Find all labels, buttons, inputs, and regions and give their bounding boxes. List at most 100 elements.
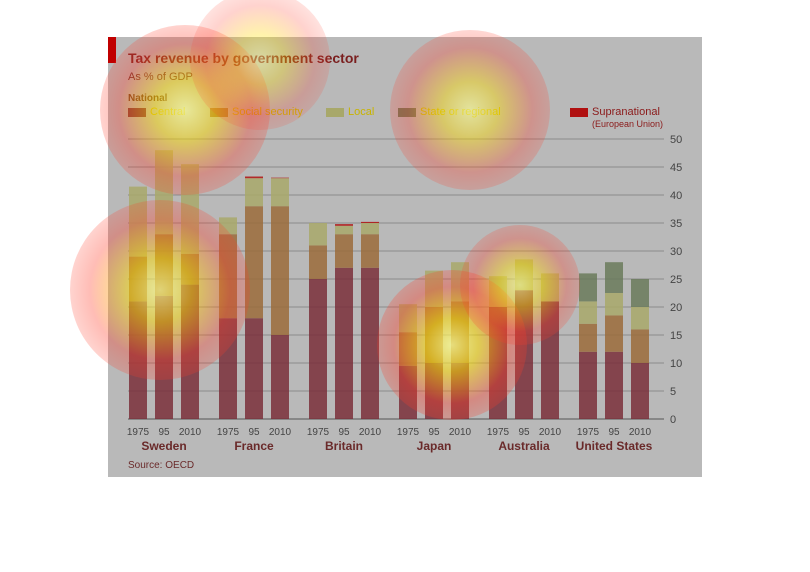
country-label: France (234, 439, 274, 453)
bar-segment-local (399, 304, 417, 333)
legend-label: Local (348, 106, 375, 118)
bar-segment-social-security (425, 307, 443, 363)
legend-swatch (326, 107, 344, 117)
x-tick-label: 95 (608, 427, 620, 438)
y-tick-label: 35 (670, 218, 682, 230)
chart-panel: Tax revenue by government sector As % of… (108, 37, 702, 477)
country-label: Sweden (141, 439, 186, 453)
legend-item-supranational: Supranational (570, 106, 660, 118)
bar-segment-social-security (309, 245, 327, 279)
bar-segment-central (631, 363, 649, 419)
legend-swatch (570, 107, 588, 117)
bar-segment-central (335, 267, 353, 419)
x-tick-label: 2010 (179, 427, 202, 438)
bar-segment-central (181, 284, 199, 419)
bar-segment-central (219, 318, 237, 419)
x-tick-label: 2010 (449, 427, 472, 438)
bar-segment-local (129, 186, 147, 257)
y-tick-label: 10 (670, 358, 682, 370)
bar-segment-local (245, 178, 263, 207)
bar-segment-local (579, 301, 597, 324)
bar-segment-social-security (181, 253, 199, 285)
y-tick-label: 40 (670, 190, 682, 202)
bar-segment-local (631, 307, 649, 330)
legend-label: Supranational (592, 106, 660, 118)
x-tick-label: 2010 (539, 427, 562, 438)
bar-segment-social-security (631, 329, 649, 363)
bar-segment-state-or-regional (631, 279, 649, 307)
bar-segment-supranational (245, 176, 263, 179)
bar-segment-central (579, 351, 597, 419)
y-tick-label: 0 (670, 414, 676, 426)
bar-segment-social-security (129, 256, 147, 302)
y-tick-label: 20 (670, 302, 682, 314)
bar-segment-local (181, 164, 199, 254)
bar-segment-social-security (451, 301, 469, 363)
bar-segment-local (155, 150, 173, 235)
bar-segment-local (335, 225, 353, 235)
bar-segment-local (271, 178, 289, 207)
bar-segment-state-or-regional (579, 273, 597, 302)
bar-segment-social-security (245, 206, 263, 319)
bar-segment-local (219, 217, 237, 235)
x-tick-label: 2010 (359, 427, 382, 438)
bar-segment-central (541, 301, 559, 419)
bar-segment-central (605, 351, 623, 419)
y-tick-label: 45 (670, 162, 682, 174)
source-note: Source: OECD (128, 460, 195, 471)
bar-segment-social-security (271, 206, 289, 335)
bar-segment-social-security (399, 332, 417, 366)
bar-segment-social-security (335, 234, 353, 268)
bar-segment-central (245, 318, 263, 419)
x-tick-label: 2010 (269, 427, 292, 438)
country-label: Japan (417, 439, 452, 453)
legend-item-local: Local (326, 106, 374, 118)
country-label: United States (576, 439, 653, 453)
x-tick-label: 1975 (217, 427, 240, 438)
bar-segment-local (309, 223, 327, 246)
bar-segment-central (425, 363, 443, 419)
bar-segment-local (489, 276, 507, 307)
x-tick-label: 1975 (487, 427, 510, 438)
x-tick-label: 2010 (629, 427, 652, 438)
bar-segment-local (361, 223, 379, 235)
x-tick-label: 95 (428, 427, 440, 438)
x-tick-label: 95 (158, 427, 170, 438)
x-tick-label: 95 (248, 427, 260, 438)
y-tick-label: 30 (670, 246, 682, 258)
bar-segment-local (515, 259, 533, 291)
y-tick-label: 15 (670, 330, 682, 342)
bar-segment-supranational (361, 221, 379, 223)
x-tick-label: 1975 (397, 427, 420, 438)
bar-segment-local (425, 270, 443, 307)
bar-segment-central (129, 301, 147, 419)
y-tick-label: 25 (670, 274, 682, 286)
bar-segment-local (605, 293, 623, 316)
bar-segment-social-security (579, 323, 597, 352)
bar-segment-state-or-regional (605, 262, 623, 293)
bar-segment-central (515, 290, 533, 419)
x-tick-label: 1975 (577, 427, 600, 438)
bar-segment-central (155, 295, 173, 419)
bar-segment-central (361, 267, 379, 419)
bar-segment-central (489, 307, 507, 419)
bar-segment-local (541, 273, 559, 302)
bar-segment-central (399, 365, 417, 419)
bar-segment-social-security (155, 234, 173, 296)
country-label: Australia (498, 439, 550, 453)
bar-segment-central (451, 363, 469, 419)
legend-supranational-note: (European Union) (592, 119, 664, 129)
bar-segment-social-security (361, 234, 379, 268)
bar-segment-supranational (271, 177, 289, 179)
x-tick-label: 1975 (307, 427, 330, 438)
y-tick-label: 50 (670, 134, 682, 146)
bar-segment-social-security (605, 315, 623, 352)
country-label: Britain (325, 439, 363, 453)
x-tick-label: 1975 (127, 427, 150, 438)
x-tick-label: 95 (518, 427, 530, 438)
bar-segment-supranational (335, 224, 353, 226)
bar-segment-central (271, 335, 289, 419)
bar-segment-local (451, 262, 469, 302)
bar-segment-central (309, 279, 327, 419)
